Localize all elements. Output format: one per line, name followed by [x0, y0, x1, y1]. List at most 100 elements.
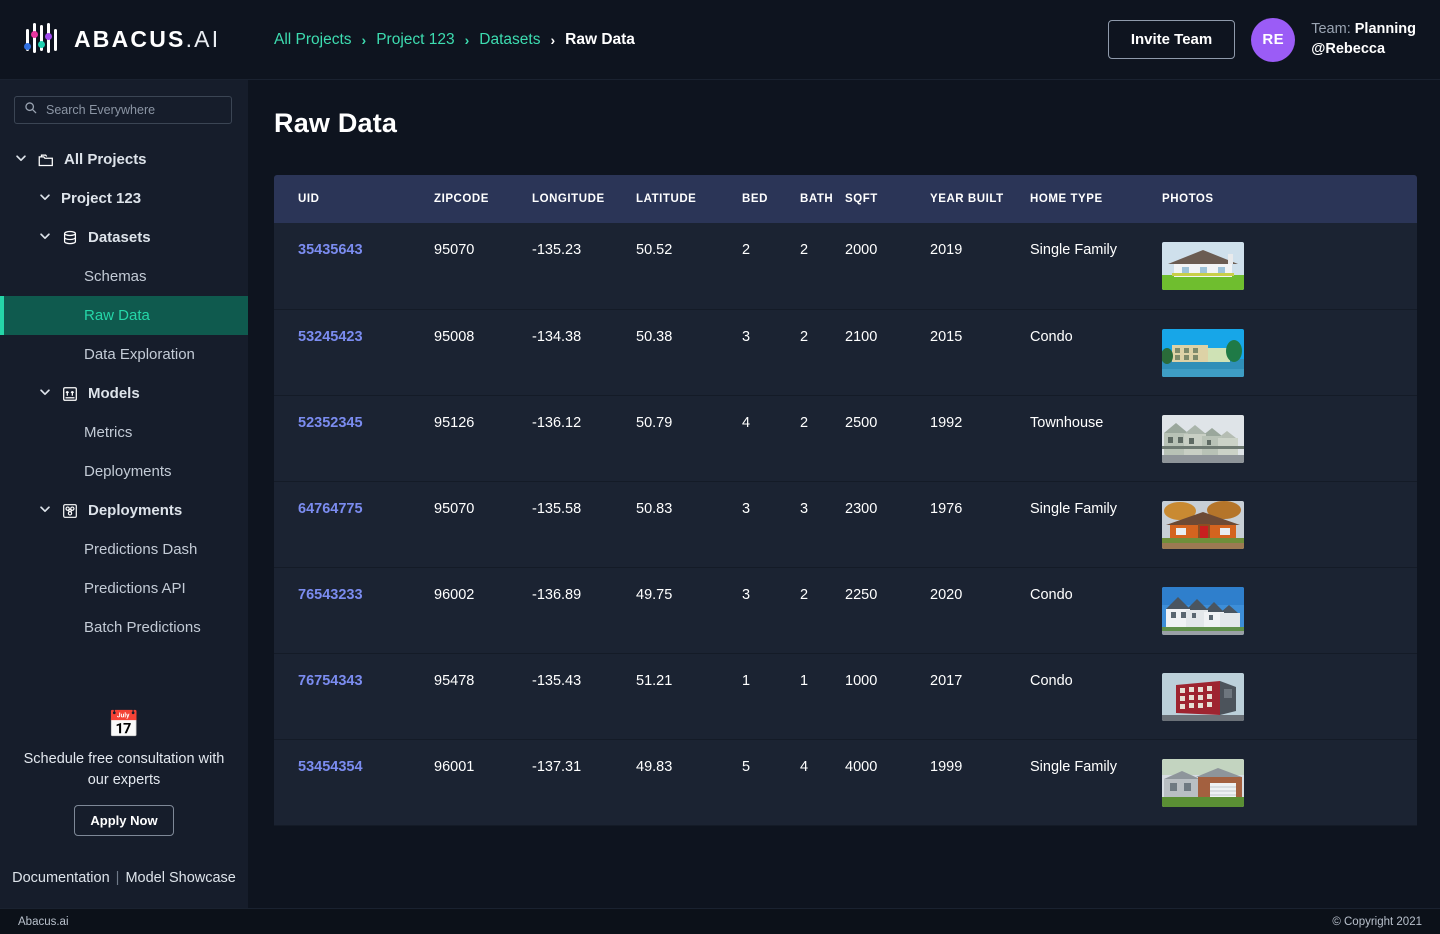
chevron-down-icon[interactable]: [38, 502, 52, 520]
cell-bed: 2: [742, 223, 800, 310]
table-row[interactable]: 76754343 95478 -135.43 51.21 1 1 1000 2017 Condo: [274, 653, 1417, 740]
sidebar-item-all-projects[interactable]: All Projects: [0, 140, 248, 179]
uid-link[interactable]: 35435643: [298, 242, 363, 258]
sidebar-item-label: Metrics: [84, 424, 133, 441]
cell-bath: 4: [800, 739, 845, 826]
chevron-down-icon[interactable]: [14, 151, 28, 169]
breadcrumb-item-project-123[interactable]: Project 123: [376, 30, 455, 48]
cell-uid[interactable]: 76543233: [274, 567, 434, 654]
cell-photos: [1162, 653, 1417, 740]
sidebar-item-deployments[interactable]: Deployments: [0, 452, 248, 491]
column-header-longitude[interactable]: LONGITUDE: [532, 175, 636, 223]
breadcrumb-item-datasets[interactable]: Datasets: [479, 30, 541, 48]
uid-link[interactable]: 52352345: [298, 414, 363, 431]
uid-link[interactable]: 76754343: [298, 672, 363, 689]
sidebar-item-label: Predictions API: [84, 580, 186, 597]
column-header-latitude[interactable]: LATITUDE: [636, 175, 742, 223]
cell-uid[interactable]: 52352345: [274, 395, 434, 482]
sidebar-item-batch-predictions[interactable]: Batch Predictions: [0, 608, 248, 647]
uid-link[interactable]: 64764775: [298, 500, 363, 517]
search-icon: [24, 101, 37, 119]
breadcrumb: All Projects › Project 123 › Datasets › Raw Da…: [274, 31, 635, 49]
uid-link[interactable]: 53245423: [298, 328, 363, 345]
column-header-zipcode[interactable]: ZIPCODE: [434, 175, 532, 223]
sidebar-item-schemas[interactable]: Schemas: [0, 257, 248, 296]
column-header-uid[interactable]: UID: [274, 175, 434, 223]
cell-bed: 3: [742, 567, 800, 654]
property-photo-thumbnail[interactable]: [1162, 328, 1244, 377]
table-row[interactable]: 53245423 95008 -134.38 50.38 3 2 2100 2015 Condo: [274, 309, 1417, 396]
sidebar-item-predictions-dash[interactable]: Predictions Dash: [0, 530, 248, 569]
cell-home-type: Single Family: [1030, 481, 1162, 568]
property-photo-thumbnail[interactable]: [1162, 758, 1244, 807]
cell-bed: 1: [742, 653, 800, 740]
cell-uid[interactable]: 76754343: [274, 653, 434, 740]
cell-latitude: 50.38: [636, 309, 742, 396]
cell-home-type: Townhouse: [1030, 395, 1162, 482]
model-showcase-link[interactable]: Model Showcase: [125, 870, 236, 886]
cell-latitude: 50.83: [636, 481, 742, 568]
database-icon: [61, 229, 79, 247]
column-header-bath[interactable]: BATH: [800, 175, 845, 223]
property-photo-thumbnail[interactable]: [1162, 500, 1244, 549]
cell-uid[interactable]: 35435643: [274, 223, 434, 310]
table-row[interactable]: 64764775 95070 -135.58 50.83 3 3 2300 1976 Singl…: [274, 481, 1417, 568]
property-photo-thumbnail[interactable]: [1162, 586, 1244, 635]
cell-latitude: 49.83: [636, 739, 742, 826]
cell-home-type: Single Family: [1030, 739, 1162, 826]
calendar-icon: 📅: [107, 708, 141, 739]
uid-link[interactable]: 53454354: [298, 758, 363, 775]
search-input[interactable]: [46, 103, 222, 117]
table-row[interactable]: 76543233 96002 -136.89 49.75 3 2 2250 2020 Condo: [274, 567, 1417, 654]
sidebar-item-predictions-api[interactable]: Predictions API: [0, 569, 248, 608]
breadcrumb-item-all-projects[interactable]: All Projects: [274, 30, 352, 48]
sidebar-item-data-exploration[interactable]: Data Exploration: [0, 335, 248, 374]
cell-photos: [1162, 223, 1417, 310]
cell-uid[interactable]: 53454354: [274, 739, 434, 826]
cell-home-type: Condo: [1030, 567, 1162, 654]
breadcrumb-separator: ›: [464, 31, 470, 48]
cell-year-built: 1999: [930, 739, 1030, 826]
sidebar-item-raw-data[interactable]: Raw Data: [0, 296, 248, 335]
sidebar-item-project-123[interactable]: Project 123: [0, 179, 248, 218]
sidebar-item-models[interactable]: Models: [0, 374, 248, 413]
table-row[interactable]: 53454354 96001 -137.31 49.83 5 4 4000 1999 Singl…: [274, 739, 1417, 826]
table-row[interactable]: 52352345 95126 -136.12 50.79 4 2 2500 1992 Townh…: [274, 395, 1417, 482]
property-photo-thumbnail[interactable]: [1162, 242, 1244, 290]
avatar[interactable]: RE: [1251, 17, 1296, 62]
chevron-down-icon[interactable]: [38, 190, 52, 208]
cell-bed: 3: [742, 481, 800, 568]
apply-now-button[interactable]: Apply Now: [74, 805, 174, 836]
column-header-photos[interactable]: PHOTOS: [1162, 175, 1417, 223]
column-header-year-built[interactable]: YEAR BUILT: [930, 175, 1030, 223]
brand-logo[interactable]: ABACUS.AI: [0, 0, 248, 80]
cell-uid[interactable]: 53245423: [274, 309, 434, 396]
column-header-home-type[interactable]: HOME TYPE: [1030, 175, 1162, 223]
cell-uid[interactable]: 64764775: [274, 481, 434, 568]
cell-bath: 3: [800, 481, 845, 568]
column-header-sqft[interactable]: SQFT: [845, 175, 930, 223]
sidebar-item-datasets[interactable]: Datasets: [0, 218, 248, 257]
documentation-link[interactable]: Documentation: [12, 870, 110, 886]
cell-bath: 2: [800, 567, 845, 654]
property-photo-thumbnail[interactable]: [1162, 414, 1244, 463]
top-bar: ABACUS.AI All Projects › Project 123 › Datas…: [0, 0, 1440, 80]
property-photo-thumbnail[interactable]: [1162, 672, 1244, 721]
cell-bed: 3: [742, 309, 800, 396]
cell-sqft: 2500: [845, 395, 930, 482]
uid-link[interactable]: 76543233: [298, 586, 363, 603]
sidebar-item-metrics[interactable]: Metrics: [0, 413, 248, 452]
invite-team-button[interactable]: Invite Team: [1107, 20, 1236, 59]
team-info: Team: Planning @Rebecca: [1311, 20, 1416, 59]
search-box[interactable]: [14, 96, 232, 124]
cell-bath: 2: [800, 223, 845, 310]
links-divider: |: [115, 870, 120, 886]
table-row[interactable]: 35435643 95070 -135.23 50.52 2 2 2000 2019 Singl…: [274, 223, 1417, 310]
chevron-down-icon[interactable]: [38, 229, 52, 247]
sidebar-item-deployments[interactable]: Deployments: [0, 491, 248, 530]
cell-home-type: Condo: [1030, 653, 1162, 740]
cell-year-built: 2019: [930, 223, 1030, 310]
chevron-down-icon[interactable]: [38, 385, 52, 403]
column-header-bed[interactable]: BED: [742, 175, 800, 223]
breadcrumb-separator: ›: [361, 31, 367, 48]
